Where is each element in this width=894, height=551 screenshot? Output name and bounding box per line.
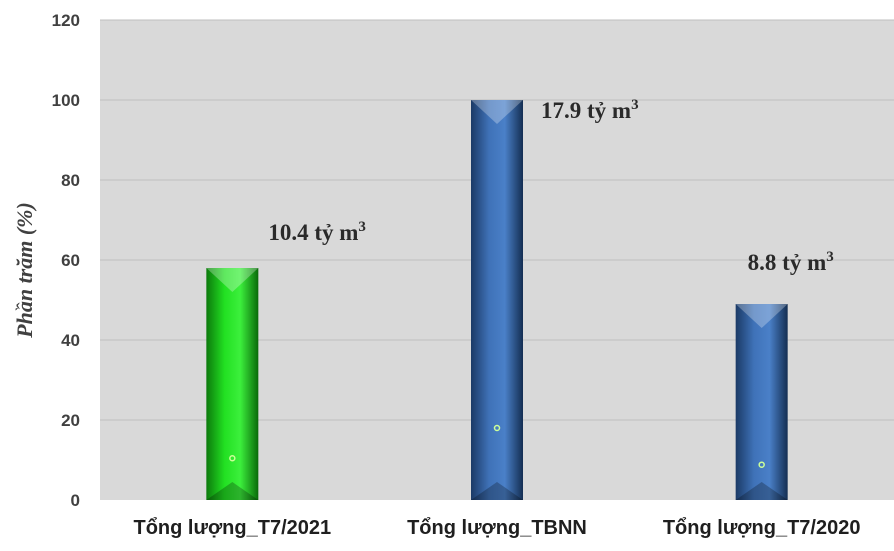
x-tick-label: Tổng lượng_T7/2020 [663,517,861,539]
data-labels: 10.4 tỷ m3 17.9 tỷ m3 8.8 tỷ m3 [268,97,833,275]
bar-body [735,304,788,500]
bar-body [471,100,523,500]
y-tick-label: 60 [61,251,80,270]
bar-bottom-bevel [735,482,788,500]
data-label: 8.8 tỷ m3 [748,249,834,275]
bar [206,268,259,500]
bar-top-bevel [735,304,788,328]
y-tick-label: 0 [71,491,80,510]
x-axis-ticks: Tổng lượng_T7/2021 Tổng lượng_TBNN Tổng lư… [134,517,861,539]
bar-top-bevel [206,268,259,292]
y-axis-label: Phần trăm (%) [12,202,37,339]
y-tick-label: 120 [52,11,80,30]
bar-bottom-bevel [471,482,523,500]
data-label: 17.9 tỷ m3 [541,97,639,123]
y-tick-label: 20 [61,411,80,430]
bar [735,304,788,500]
data-point-marker [758,461,765,468]
data-point-marker [493,424,501,432]
data-point-marker [229,454,236,462]
y-tick-label: 40 [61,331,80,350]
y-tick-label: 100 [52,91,80,110]
y-tick-label: 80 [61,171,80,190]
y-axis-ticks: 0 20 40 60 80 100 120 [52,11,80,510]
bars [206,100,788,500]
bar [471,100,523,500]
bar-bottom-bevel [206,482,259,500]
x-tick-label: Tổng lượng_T7/2021 [134,517,332,539]
bar-top-bevel [471,100,523,124]
data-label: 10.4 tỷ m3 [268,219,366,245]
x-tick-label: Tổng lượng_TBNN [407,517,587,539]
bar-body [206,268,259,500]
